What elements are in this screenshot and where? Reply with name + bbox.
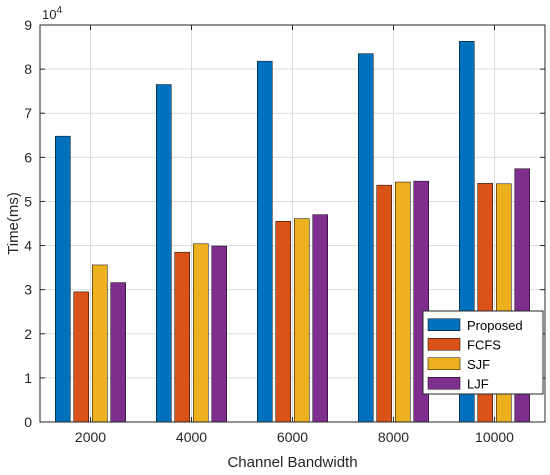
legend-swatch-proposed [427, 318, 461, 331]
bars [55, 41, 530, 423]
bar-fcfs-2000 [73, 291, 89, 423]
bar-proposed-8000 [358, 53, 374, 423]
y-tick-label: 6 [24, 149, 32, 165]
bar-fcfs-8000 [376, 184, 392, 423]
y-tick-label: 0 [24, 414, 32, 430]
legend: Proposed FCFS SJF LJF [422, 310, 544, 395]
legend-swatch-fcfs [427, 338, 461, 351]
bar-ljf-2000 [110, 282, 126, 423]
x-tick-label: 8000 [378, 429, 409, 445]
legend-swatch-ljf [427, 377, 461, 390]
grid-lines [40, 24, 545, 423]
y-tick-label: 4 [24, 238, 32, 254]
legend-label-proposed: Proposed [467, 318, 523, 333]
y-tick-label: 5 [24, 193, 32, 209]
y-axis-exponent-base: 10 [42, 7, 56, 22]
axis-ticks: 0 1 2 3 4 5 6 7 8 9 2000 4000 6000 8000 10000 [24, 17, 545, 445]
y-axis-label: Time(ms) [5, 192, 22, 255]
legend-label-ljf: LJF [467, 376, 489, 391]
y-axis-exponent: 104 [42, 5, 62, 22]
legend-swatch-sjf [427, 357, 461, 370]
x-tick-label: 6000 [277, 429, 308, 445]
bar-fcfs-4000 [174, 251, 190, 423]
bar-sjf-6000 [294, 218, 310, 423]
y-tick-label: 1 [24, 370, 32, 386]
x-axis-label: Channel Bandwidth [227, 454, 357, 471]
bar-sjf-4000 [193, 243, 209, 423]
y-tick-label: 7 [24, 105, 32, 121]
y-tick-label: 8 [24, 61, 32, 77]
bar-ljf-4000 [211, 245, 227, 423]
x-tick-label: 2000 [75, 429, 106, 445]
bar-sjf-8000 [395, 181, 411, 423]
bar-sjf-2000 [92, 264, 108, 423]
bar-proposed-4000 [156, 84, 172, 423]
y-axis-exponent-power: 4 [56, 5, 62, 16]
bar-proposed-2000 [55, 135, 71, 423]
bar-proposed-6000 [257, 60, 273, 423]
bar-ljf-6000 [312, 214, 328, 423]
x-tick-label: 10000 [475, 429, 514, 445]
bar-fcfs-6000 [275, 221, 291, 423]
y-tick-label: 3 [24, 282, 32, 298]
x-tick-label: 4000 [176, 429, 207, 445]
y-tick-label: 2 [24, 326, 32, 342]
y-tick-label: 9 [24, 17, 32, 33]
legend-label-fcfs: FCFS [467, 337, 501, 352]
legend-label-sjf: SJF [467, 357, 490, 372]
